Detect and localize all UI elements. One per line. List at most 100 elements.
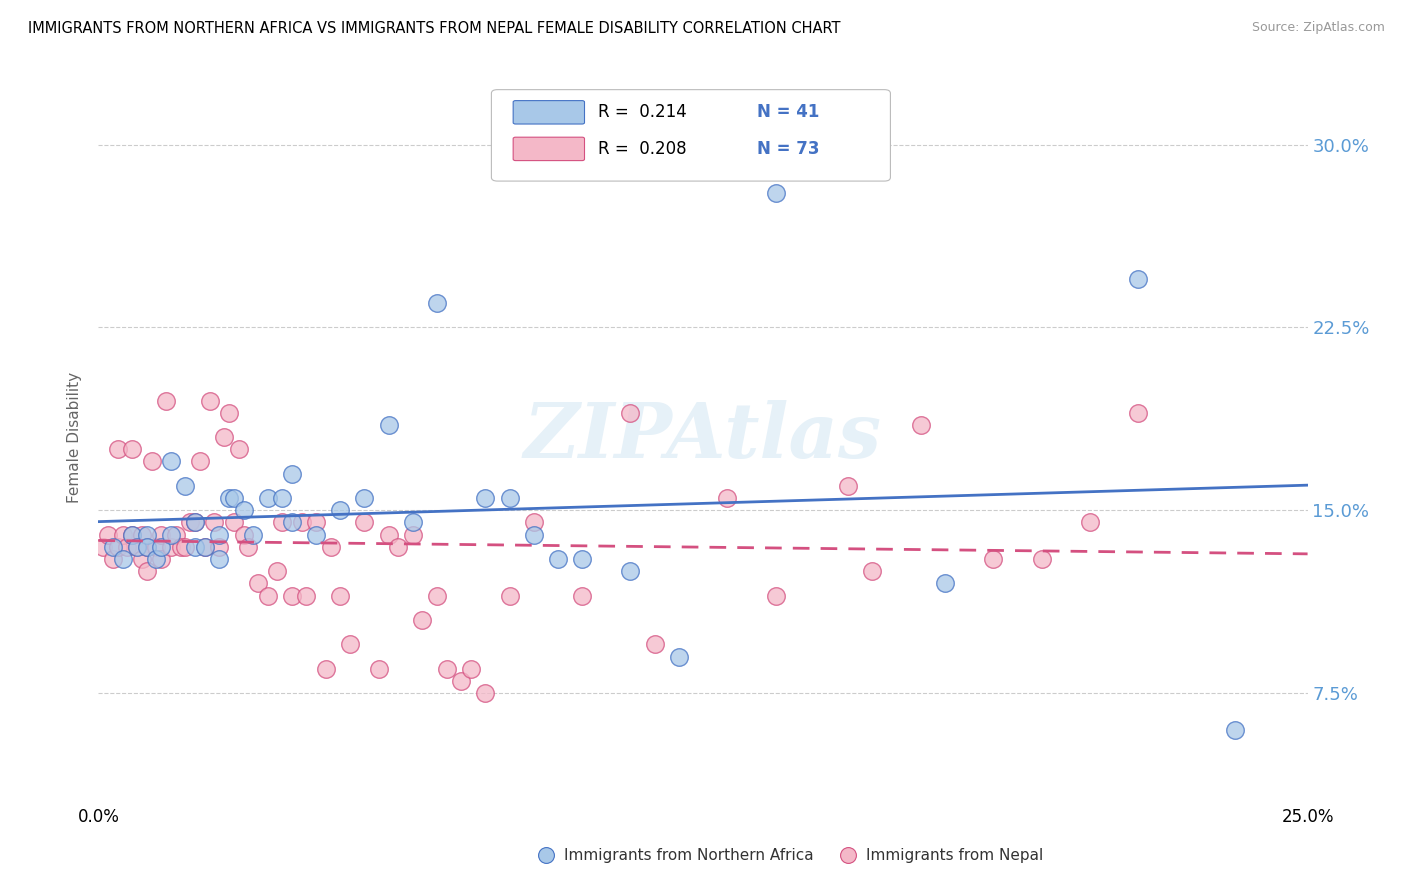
Point xyxy=(101,540,124,554)
Point xyxy=(1223,723,1246,737)
Point xyxy=(218,406,240,420)
Point xyxy=(281,589,304,603)
Point xyxy=(295,589,318,603)
Point xyxy=(247,576,270,591)
Point xyxy=(242,527,264,541)
Point xyxy=(107,442,129,457)
Point xyxy=(281,467,304,481)
Point xyxy=(266,564,288,578)
Point xyxy=(436,662,458,676)
Point xyxy=(402,516,425,530)
Text: Source: ZipAtlas.com: Source: ZipAtlas.com xyxy=(1251,21,1385,34)
Point xyxy=(305,516,328,530)
Y-axis label: Female Disability: Female Disability xyxy=(67,371,83,503)
Point xyxy=(135,564,157,578)
Point xyxy=(271,491,294,505)
Point xyxy=(160,454,183,468)
Text: Immigrants from Northern Africa: Immigrants from Northern Africa xyxy=(564,848,814,863)
Point xyxy=(184,516,207,530)
Point xyxy=(160,527,183,541)
Point xyxy=(547,552,569,566)
Point xyxy=(860,564,883,578)
Point xyxy=(222,491,245,505)
Point xyxy=(169,540,191,554)
Point xyxy=(981,552,1004,566)
Point xyxy=(460,662,482,676)
Point xyxy=(619,564,641,578)
Point xyxy=(256,491,278,505)
Point xyxy=(281,516,304,530)
Point xyxy=(368,662,391,676)
Point xyxy=(377,527,399,541)
Point xyxy=(165,527,187,541)
Point xyxy=(474,686,496,700)
Point xyxy=(571,552,593,566)
Point xyxy=(145,552,167,566)
Point xyxy=(208,540,231,554)
Point xyxy=(150,527,173,541)
Point xyxy=(222,516,245,530)
Point xyxy=(198,393,221,408)
Point xyxy=(450,673,472,688)
Point xyxy=(1078,516,1101,530)
Point xyxy=(194,540,217,554)
Point xyxy=(1128,406,1150,420)
FancyBboxPatch shape xyxy=(513,101,585,124)
Point xyxy=(426,589,449,603)
Point xyxy=(194,540,217,554)
Point xyxy=(127,540,149,554)
Text: ZIPAtlas: ZIPAtlas xyxy=(524,401,882,474)
Point xyxy=(188,454,211,468)
Point xyxy=(141,454,163,468)
Point xyxy=(765,589,787,603)
Point xyxy=(117,540,139,554)
Point xyxy=(238,540,260,554)
Point xyxy=(232,527,254,541)
Point xyxy=(315,662,337,676)
Text: IMMIGRANTS FROM NORTHERN AFRICA VS IMMIGRANTS FROM NEPAL FEMALE DISABILITY CORRE: IMMIGRANTS FROM NORTHERN AFRICA VS IMMIG… xyxy=(28,21,841,36)
Point xyxy=(619,406,641,420)
FancyBboxPatch shape xyxy=(513,137,585,161)
Point xyxy=(498,589,520,603)
Point xyxy=(174,479,197,493)
Point xyxy=(218,491,240,505)
Point xyxy=(377,417,399,432)
Point xyxy=(571,589,593,603)
Point xyxy=(208,552,231,566)
Text: R =  0.208: R = 0.208 xyxy=(598,140,686,158)
Point xyxy=(150,540,173,554)
Point xyxy=(111,552,134,566)
Point xyxy=(131,527,153,541)
Point xyxy=(135,540,157,554)
Point xyxy=(837,479,859,493)
Point xyxy=(474,491,496,505)
Point xyxy=(107,540,129,554)
Point xyxy=(644,637,666,651)
Point xyxy=(228,442,250,457)
Point xyxy=(174,540,197,554)
Point xyxy=(668,649,690,664)
Point xyxy=(387,540,409,554)
Point xyxy=(256,589,278,603)
Point xyxy=(426,296,449,310)
Point xyxy=(353,516,375,530)
Point xyxy=(135,540,157,554)
Point xyxy=(101,552,124,566)
Text: R =  0.214: R = 0.214 xyxy=(598,103,686,121)
Point xyxy=(97,527,120,541)
Point xyxy=(121,527,143,541)
Point xyxy=(91,540,114,554)
Point xyxy=(765,186,787,201)
Point xyxy=(208,527,231,541)
FancyBboxPatch shape xyxy=(492,90,890,181)
Point xyxy=(305,527,328,541)
Point xyxy=(184,540,207,554)
Text: N = 73: N = 73 xyxy=(758,140,820,158)
Point xyxy=(121,442,143,457)
Point xyxy=(212,430,235,444)
Point xyxy=(155,393,177,408)
Point xyxy=(145,540,167,554)
Point xyxy=(523,527,546,541)
Point xyxy=(271,516,294,530)
Point xyxy=(319,540,342,554)
